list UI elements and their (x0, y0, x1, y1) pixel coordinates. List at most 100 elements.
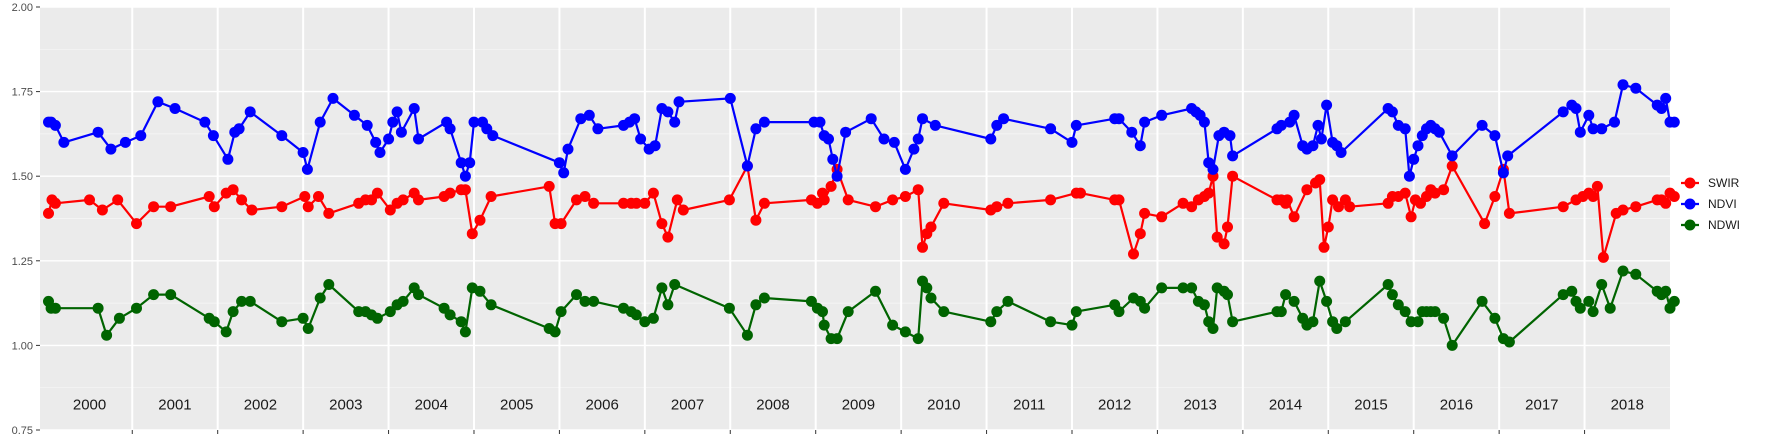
data-point-ndvi (348, 109, 360, 121)
data-point-ndwi (1604, 302, 1616, 314)
data-point-ndvi (583, 109, 595, 121)
data-point-ndwi (1386, 289, 1398, 301)
data-point-swir (723, 194, 735, 206)
data-point-swir (1288, 211, 1300, 223)
year-label: 2010 (927, 397, 960, 414)
data-point-swir (1113, 194, 1125, 206)
data-point-ndwi (371, 312, 383, 324)
data-point-ndwi (244, 295, 256, 307)
data-point-ndvi (395, 126, 407, 138)
data-point-swir (203, 191, 215, 202)
data-point-ndvi (1433, 126, 1445, 138)
data-point-ndvi (119, 136, 131, 148)
data-point-ndwi (1617, 265, 1629, 277)
data-point-ndwi (1314, 275, 1326, 287)
data-point-ndvi (301, 163, 313, 175)
data-point-ndvi (49, 119, 61, 131)
data-point-ndvi (455, 157, 467, 169)
data-point-ndwi (818, 319, 830, 331)
data-point-ndwi (1476, 295, 1488, 307)
year-label: 2004 (415, 397, 448, 414)
data-point-swir (466, 228, 478, 240)
data-point-swir (917, 241, 928, 253)
data-point-ndvi (468, 116, 480, 128)
data-point-ndwi (1574, 302, 1586, 314)
data-point-ndvi (878, 133, 890, 145)
data-point-swir (313, 191, 324, 202)
data-point-swir (639, 197, 651, 209)
data-point-ndwi (1275, 306, 1287, 318)
data-point-swir (148, 201, 160, 213)
data-point-swir (938, 197, 950, 209)
data-point-ndvi (1617, 79, 1629, 91)
data-point-swir (571, 194, 582, 206)
data-point-swir (227, 184, 239, 196)
data-point-ndwi (1227, 316, 1239, 328)
data-point-ndvi (635, 133, 647, 145)
data-point-ndwi (656, 282, 668, 294)
year-label: 2015 (1354, 397, 1387, 414)
data-point-ndvi (1408, 153, 1420, 165)
data-point-ndvi (1312, 119, 1324, 131)
data-point-swir (1660, 197, 1672, 209)
year-label: 2008 (756, 397, 789, 414)
data-point-ndwi (227, 306, 239, 318)
data-point-swir (299, 191, 311, 202)
data-point-ndvi (1583, 109, 1595, 121)
data-point-ndwi (1177, 282, 1189, 294)
data-point-ndwi (297, 312, 309, 324)
data-point-swir (1587, 191, 1599, 202)
data-point-swir (1222, 221, 1233, 233)
y-tick-label: 0.75 (12, 425, 33, 437)
data-point-ndwi (639, 316, 651, 328)
year-label: 2003 (329, 397, 362, 414)
data-point-ndvi (917, 113, 928, 125)
legend-key-point (1684, 198, 1696, 210)
data-point-ndvi (758, 116, 770, 128)
data-point-ndwi (870, 285, 881, 297)
data-point-ndwi (555, 306, 567, 318)
data-point-ndwi (758, 292, 770, 304)
series-layer (43, 79, 1680, 351)
data-point-ndwi (1489, 312, 1501, 324)
data-point-ndwi (831, 333, 843, 345)
data-point-swir (647, 187, 659, 199)
data-point-ndwi (413, 289, 424, 301)
data-point-ndvi (1139, 116, 1151, 128)
data-point-swir (818, 194, 830, 206)
data-point-ndwi (276, 316, 288, 328)
data-point-swir (236, 194, 248, 206)
data-point-ndvi (297, 147, 309, 158)
data-point-ndvi (487, 130, 499, 142)
data-point-ndvi (1335, 147, 1347, 158)
data-point-ndwi (750, 299, 762, 311)
data-point-ndvi (222, 153, 234, 165)
data-point-ndvi (1224, 130, 1236, 142)
data-point-swir (1177, 197, 1189, 209)
data-point-ndvi (929, 119, 941, 131)
data-point-swir (1002, 197, 1014, 209)
data-point-ndwi (113, 312, 125, 324)
data-point-swir (758, 197, 770, 209)
data-point-ndvi (912, 133, 924, 145)
data-point-swir (485, 191, 497, 202)
data-point-ndvi (459, 170, 471, 182)
data-point-ndvi (1315, 133, 1327, 145)
data-point-swir (276, 201, 288, 213)
legend: SWIR NDVI NDWI (1681, 176, 1740, 232)
data-point-ndwi (912, 333, 924, 345)
data-point-ndwi (741, 329, 753, 341)
x-axis (131, 430, 1586, 434)
data-point-ndvi (814, 116, 826, 128)
data-point-ndvi (464, 157, 476, 169)
data-point-ndwi (817, 306, 828, 318)
legend-key-point (1684, 219, 1696, 231)
data-point-swir (1203, 187, 1215, 199)
data-point-ndwi (1113, 306, 1125, 318)
data-point-ndvi (1660, 92, 1672, 104)
data-point-swir (1405, 211, 1417, 223)
data-point-swir (1597, 251, 1609, 263)
data-point-ndvi (199, 116, 211, 128)
data-point-swir (1281, 194, 1293, 206)
data-point-ndwi (1503, 336, 1515, 348)
